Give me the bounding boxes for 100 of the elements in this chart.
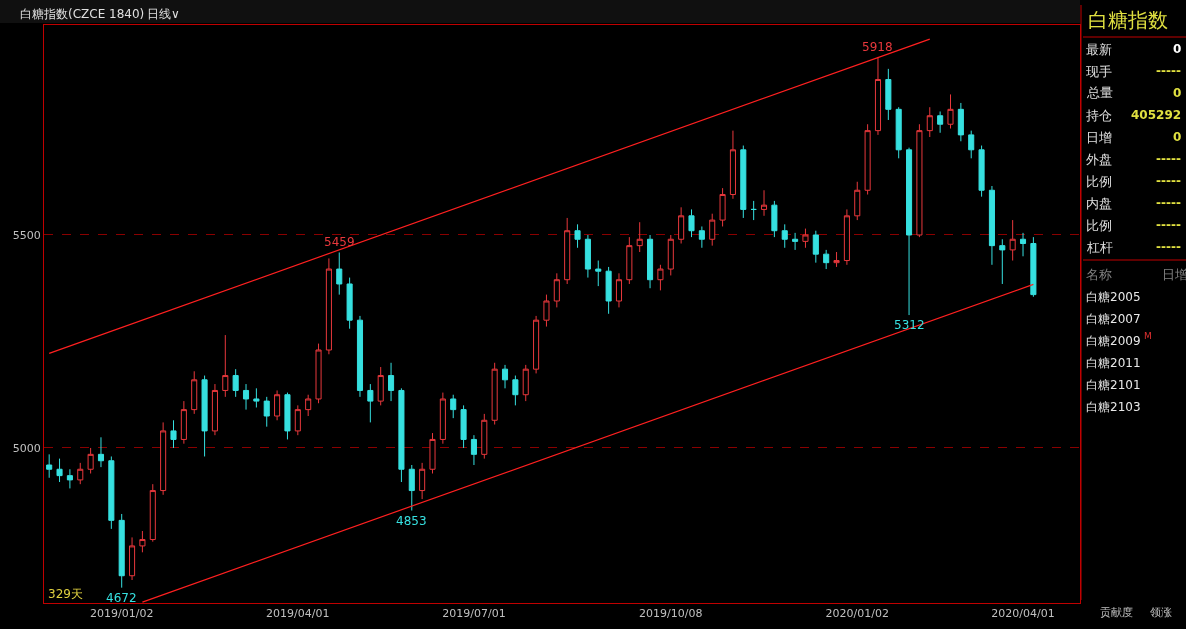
candlestick — [647, 234, 654, 289]
candlestick — [833, 251, 840, 268]
candlestick — [916, 123, 923, 238]
candlestick — [367, 383, 374, 423]
text: 白糖2011 — [1086, 356, 1141, 370]
candlestick — [957, 102, 964, 142]
candlestick — [419, 462, 426, 500]
candlestick — [377, 366, 384, 406]
candlestick — [750, 200, 757, 221]
annotation: 4853 — [396, 514, 427, 528]
candlestick — [688, 208, 695, 238]
candlestick — [294, 404, 301, 436]
x-tick-label: 2020/01/02 — [825, 607, 889, 621]
candlestick — [667, 234, 674, 276]
text: ----- — [1156, 152, 1181, 166]
text: 白糖2007 — [1086, 312, 1141, 326]
candlestick — [284, 392, 291, 440]
candlestick — [771, 200, 778, 238]
candlestick — [56, 458, 63, 483]
text: ----- — [1156, 174, 1181, 188]
candlestick — [999, 238, 1006, 285]
candlestick — [574, 223, 581, 249]
candlestick — [222, 334, 229, 398]
candlestick — [864, 123, 871, 196]
candlestick — [678, 206, 685, 245]
candlestick — [792, 232, 799, 251]
candlestick — [481, 413, 488, 460]
candlestick — [988, 185, 995, 266]
text: 比例 — [1086, 218, 1112, 233]
candlestick — [491, 362, 498, 426]
candlestick — [1009, 219, 1016, 262]
text: 0 — [1173, 130, 1182, 144]
annotation: 4672 — [106, 591, 137, 605]
candlestick — [263, 396, 270, 428]
candlestick — [398, 387, 405, 483]
candlestick — [388, 362, 395, 402]
candlestick — [615, 272, 623, 308]
text: 白糖2005 — [1086, 290, 1141, 304]
candlestick — [274, 389, 281, 421]
y-tick-label: 5500 — [12, 228, 41, 242]
annotation: 5312 — [894, 318, 925, 332]
candlestick — [854, 181, 861, 221]
candlestick — [626, 236, 633, 285]
text: 比例 — [1086, 174, 1112, 189]
annotation: 329天 — [48, 587, 83, 601]
candlestick — [522, 364, 529, 402]
candlestick — [460, 404, 467, 449]
candlestick — [740, 145, 747, 219]
candlestick — [760, 189, 768, 217]
y-tick-label: 5000 — [12, 441, 41, 455]
candlestick — [170, 419, 177, 449]
text: 最新 — [1086, 42, 1112, 57]
text: 0 — [1173, 42, 1182, 56]
candlestick — [885, 68, 892, 121]
x-tick-label: 2019/01/02 — [90, 607, 154, 621]
text: 白糖2009 — [1086, 334, 1141, 348]
text: 贡献度 — [1100, 606, 1133, 619]
candlestick — [802, 228, 809, 249]
candlestick — [895, 106, 902, 159]
candlestick — [470, 434, 477, 466]
candlestick — [501, 364, 509, 389]
candlestick — [46, 453, 53, 479]
candlestick — [232, 368, 239, 398]
candlestick — [584, 234, 591, 279]
text: ----- — [1156, 64, 1181, 78]
candlestick — [947, 93, 954, 129]
candlestick — [242, 383, 250, 411]
candlestick — [305, 394, 312, 417]
candlestick — [191, 370, 198, 415]
text: 白糖指数 — [1088, 8, 1168, 32]
text: ----- — [1156, 240, 1181, 254]
candlestick — [636, 221, 643, 253]
candlestick — [66, 468, 73, 489]
candlestick — [87, 447, 94, 475]
x-tick-label: 2019/04/01 — [266, 607, 330, 621]
candlestick — [543, 294, 550, 328]
candlestick — [512, 375, 519, 406]
text: 持仓 — [1086, 108, 1112, 123]
candlestick — [315, 343, 322, 404]
candlestick — [906, 147, 913, 316]
candlestick — [843, 208, 850, 266]
candlestick — [439, 392, 446, 445]
annotation: 5918 — [862, 40, 893, 54]
chart-subtitle: 日线∨ — [147, 7, 180, 21]
candlestick — [812, 230, 819, 264]
x-tick-label: 2019/07/01 — [442, 607, 506, 621]
candlestick — [698, 225, 705, 249]
candlestick — [709, 213, 716, 247]
candlestick — [657, 264, 664, 291]
candlestick — [937, 110, 944, 134]
text: 内盘 — [1086, 196, 1112, 211]
candlestick — [1019, 232, 1027, 257]
candlestick — [118, 513, 125, 589]
text: 405292 — [1131, 108, 1182, 122]
candlestick — [253, 387, 260, 408]
candlestick — [553, 272, 560, 308]
candlestick — [356, 315, 364, 398]
candlestick — [874, 56, 882, 136]
candlestick — [129, 536, 136, 581]
text: 白糖2101 — [1086, 378, 1141, 392]
